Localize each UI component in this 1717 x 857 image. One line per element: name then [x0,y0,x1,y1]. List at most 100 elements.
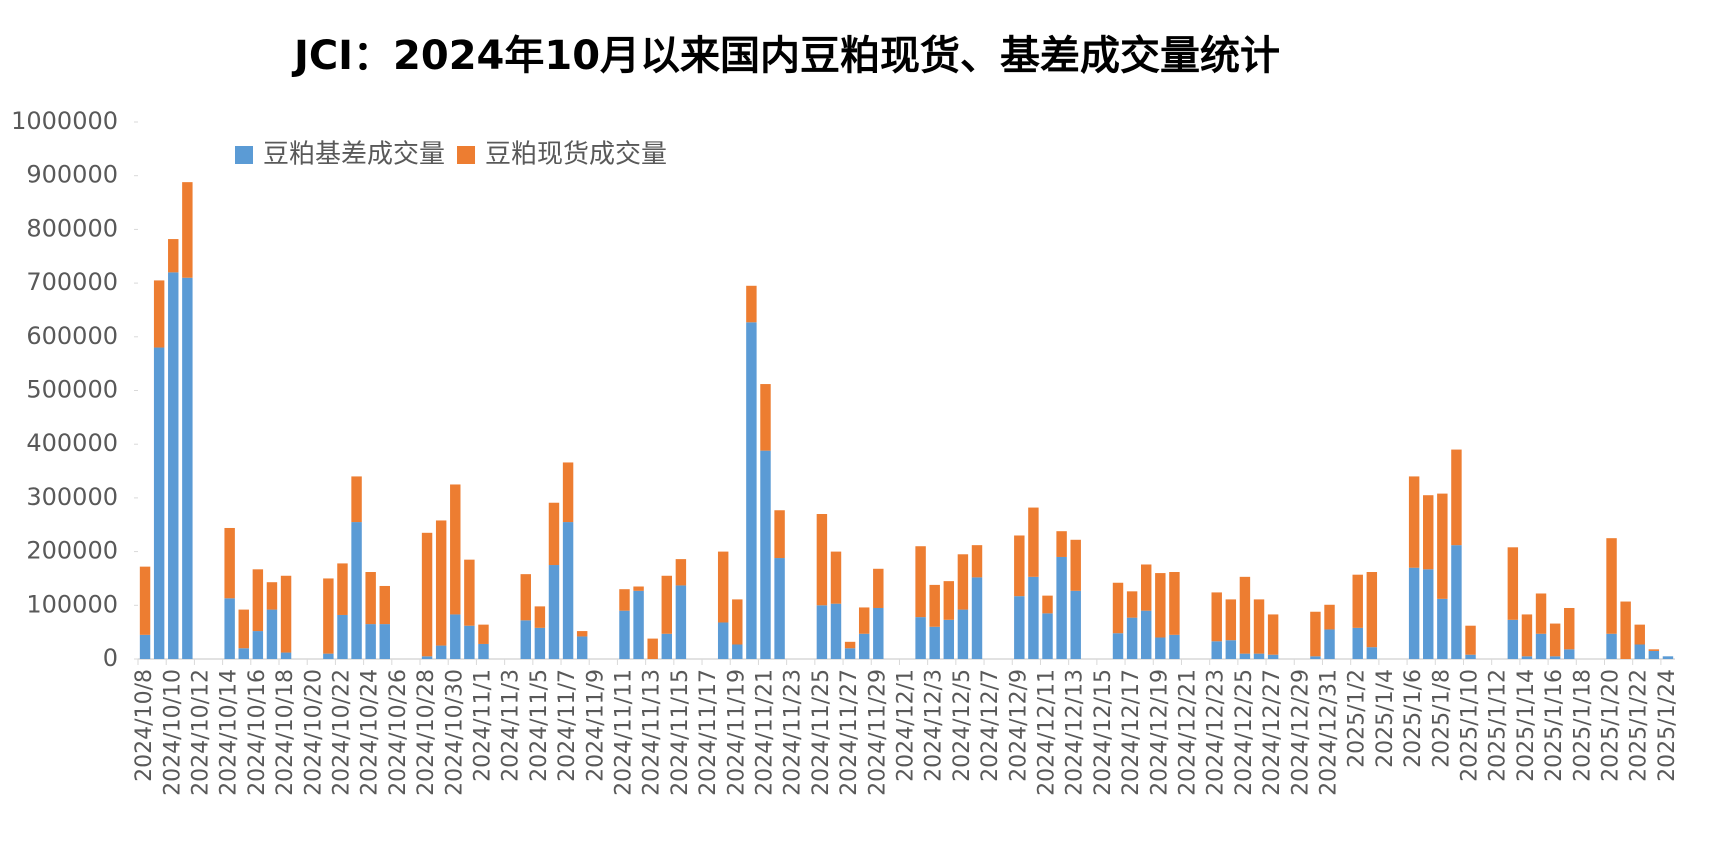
bar-segment [1112,633,1124,659]
bar-segment [1423,495,1434,570]
bar-segment [1112,582,1124,634]
bar-segment [746,322,757,659]
bar-segment [760,384,771,451]
x-tick-label: 2024/11/19 [724,669,749,796]
x-tick-label: 2024/11/27 [837,669,862,796]
bar-segment [435,520,447,646]
bar-segment [520,620,531,659]
x-tick-label: 2024/12/21 [1176,669,1201,796]
bar-segment [464,625,475,659]
bar-segment [1352,627,1363,659]
x-tick-label: 2024/10/18 [273,669,298,796]
bar-segment [1606,633,1617,659]
bar-segment [619,589,630,611]
bar-segment [858,633,870,659]
x-tick-label: 2024/12/23 [1204,669,1229,796]
bar-segment [252,569,264,632]
bar-segment [1225,599,1237,641]
bar-segment [351,476,362,523]
bar-segment [379,585,390,625]
bar-segment [1155,573,1166,638]
bar-segment [915,617,926,659]
bar-segment [732,599,743,645]
y-tick-label: 200000 [26,537,118,565]
x-tick-label: 2025/1/4 [1373,669,1398,768]
bar-segment [478,643,489,659]
x-tick-label: 2024/11/7 [555,669,580,782]
x-tick-label: 2024/11/9 [583,669,608,782]
bar-segment [1366,572,1378,648]
x-tick-label: 2025/1/18 [1570,669,1595,782]
bar-segment [1042,595,1053,614]
x-tick-label: 2024/11/3 [499,669,524,782]
bar-segment [957,554,969,610]
bar-segment [562,462,574,523]
legend-label: 豆粕基差成交量 [263,140,445,170]
bar-segment [1028,507,1039,577]
bar-segment [450,484,461,615]
x-tick-label: 2024/12/9 [1006,669,1031,782]
bar-segment [1239,653,1251,659]
bar-segment [1352,574,1363,628]
y-tick-label: 400000 [26,429,118,457]
x-tick-label: 2024/10/10 [160,669,185,796]
bar-segment [661,633,673,659]
bar-segment [746,285,757,323]
bar-segment [774,558,785,659]
bar-segment [1549,623,1561,657]
bar-segment [717,551,729,623]
x-tick-label: 2025/1/6 [1401,669,1426,768]
bar-segment [675,559,687,586]
y-tick-label: 0 [103,644,118,672]
x-tick-label: 2024/11/5 [527,669,552,782]
bar-segment [1521,614,1533,657]
y-tick-label: 1000000 [11,107,118,135]
bar-segment [873,607,884,659]
bar-segment [957,609,969,659]
x-tick-label: 2024/11/23 [781,669,806,796]
x-tick-label: 2024/10/28 [414,669,439,796]
bar-segment [1648,650,1660,659]
bar-segment [929,584,940,627]
bar-segment [139,566,151,635]
x-tick-label: 2024/12/27 [1260,669,1285,796]
x-tick-label: 2025/1/12 [1486,669,1511,782]
bar-segment [633,590,644,659]
bar-segment [1451,449,1462,546]
bar-segment [379,624,390,659]
bar-segment [1310,656,1321,659]
bar-segment [1535,633,1547,659]
bar-segment [1014,596,1025,659]
bar-segment [1310,611,1321,657]
bar-segment [534,627,546,659]
bar-segment [1211,592,1222,642]
y-tick-label: 600000 [26,322,118,350]
x-tick-label: 2024/12/1 [894,669,919,782]
y-tick-label: 900000 [26,161,118,189]
x-tick-label: 2025/1/2 [1345,669,1370,768]
chart-title: JCI：2024年10月以来国内豆粕现货、基差成交量统计 [291,33,1280,79]
y-tick-label: 500000 [26,376,118,404]
bar-segment [421,656,433,659]
bar-segment [280,575,292,653]
y-tick-label: 700000 [26,268,118,296]
x-tick-label: 2024/12/5 [950,669,975,782]
x-tick-label: 2024/12/7 [978,669,1003,782]
bar-segment [732,644,743,659]
bar-segment [1169,634,1180,659]
x-tick-label: 2024/12/17 [1119,669,1144,796]
bar-segment [1126,617,1138,659]
bar-segment [971,545,983,578]
bar-segment [1253,653,1265,659]
bar-segment [1408,567,1420,659]
bar-segment [238,609,249,649]
bar-segment [365,572,376,625]
x-tick-label: 2024/11/11 [611,669,636,796]
y-tick-label: 300000 [26,483,118,511]
bar-segment [1437,598,1448,659]
bar-segment [1634,624,1645,645]
bar-segment [915,546,926,618]
bar-segment [435,645,447,659]
